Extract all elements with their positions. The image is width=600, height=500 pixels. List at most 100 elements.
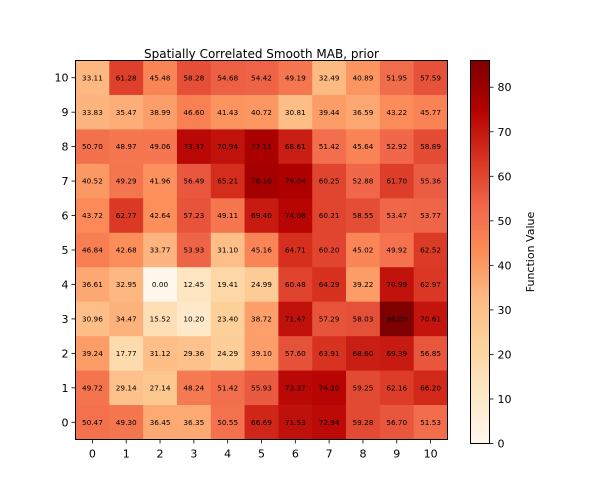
heatmap-cell — [278, 198, 313, 234]
cell-value-label: 36.59 — [353, 108, 374, 117]
heatmap-cell — [75, 267, 110, 303]
colorbar — [470, 60, 490, 444]
x-tick-label: 8 — [359, 448, 366, 461]
cell-value-label: 51.42 — [217, 383, 238, 392]
colorbar-tick-label: 20 — [498, 348, 512, 361]
heatmap-cell — [346, 370, 381, 406]
cell-value-label: 30.81 — [285, 108, 306, 117]
cell-value-label: 73.37 — [183, 142, 204, 151]
heatmap-cell — [75, 336, 110, 371]
heatmap-cell — [244, 370, 279, 406]
y-tick-label: 6 — [62, 210, 69, 223]
heatmap-cell — [109, 301, 144, 337]
heatmap-cell — [109, 163, 144, 199]
heatmap-cell — [210, 94, 245, 130]
heatmap-cell — [379, 198, 415, 234]
heatmap-cell — [413, 301, 448, 337]
cell-value-label: 49.30 — [116, 418, 137, 427]
cell-value-label: 56.85 — [420, 349, 441, 358]
cell-value-label: 23.40 — [217, 315, 238, 324]
heatmap-cell — [176, 129, 212, 165]
cell-value-label: 72.94 — [319, 418, 340, 427]
colorbar-tick-label: 80 — [498, 81, 512, 94]
heatmap-cell — [210, 60, 245, 96]
cell-value-label: 40.89 — [353, 73, 374, 82]
cell-value-label: 63.91 — [319, 349, 340, 358]
heatmap-cell — [379, 336, 415, 371]
heatmap-cell — [143, 370, 178, 406]
cell-value-label: 56.70 — [386, 418, 407, 427]
cell-value-label: 50.70 — [82, 142, 103, 151]
heatmap-cell — [143, 198, 178, 234]
heatmap-cell — [143, 267, 178, 303]
cell-value-label: 36.35 — [183, 418, 204, 427]
heatmap-cell — [109, 94, 144, 130]
cell-value-label: 50.47 — [82, 418, 103, 427]
cell-value-label: 66.20 — [420, 383, 441, 392]
heatmap-cell — [278, 301, 313, 337]
cell-value-label: 57.23 — [183, 211, 204, 220]
heatmap-cell — [244, 405, 279, 440]
colorbar-tick-label: 40 — [498, 259, 512, 272]
cell-value-label: 66.69 — [251, 418, 272, 427]
cell-value-label: 61.70 — [386, 177, 407, 186]
cell-value-label: 39.10 — [251, 349, 272, 358]
x-tick-label: 3 — [190, 448, 197, 461]
heatmap-cell — [278, 267, 313, 303]
y-tick-label: 5 — [62, 244, 69, 257]
x-tick-label: 9 — [393, 448, 400, 461]
heatmap-cell — [413, 198, 448, 234]
x-tick-label: 5 — [258, 448, 265, 461]
heatmap-cell — [379, 370, 415, 406]
cell-value-label: 45.64 — [353, 142, 374, 151]
cell-value-label: 57.59 — [420, 73, 441, 82]
cell-value-label: 45.77 — [420, 108, 441, 117]
heatmap-cell — [244, 94, 279, 130]
heatmap-cell — [210, 336, 245, 371]
x-tick-label: 0 — [89, 448, 96, 461]
heatmap-cell — [210, 405, 245, 440]
heatmap-cell — [312, 301, 347, 337]
cell-value-label: 60.48 — [285, 280, 306, 289]
cell-value-label: 48.24 — [183, 383, 204, 392]
heatmap-cell — [278, 94, 313, 130]
heatmap-cell — [75, 129, 110, 165]
cell-value-label: 30.96 — [82, 315, 103, 324]
cell-value-label: 10.20 — [183, 315, 204, 324]
heatmap-cell — [278, 405, 313, 440]
y-axis-ticks: 0 1 2 3 4 5 6 7 8 9 10 — [55, 72, 76, 429]
heatmap-cell — [210, 301, 245, 337]
heatmap-cell — [244, 267, 279, 303]
cell-value-label: 74.08 — [285, 211, 306, 220]
colorbar-ticks: 0 10 20 30 40 50 60 70 80 — [489, 81, 512, 451]
cell-value-label: 71.53 — [285, 418, 306, 427]
cell-value-label: 58.55 — [353, 211, 374, 220]
heatmap-cell — [244, 163, 279, 199]
y-tick-label: 3 — [62, 313, 69, 326]
heatmap-cell — [143, 405, 178, 440]
cell-value-label: 46.84 — [82, 246, 103, 255]
heatmap-cell — [244, 301, 279, 337]
cell-value-label: 74.20 — [319, 383, 340, 392]
x-tick-label: 10 — [424, 448, 438, 461]
cell-value-label: 46.60 — [183, 108, 204, 117]
heatmap-cell — [75, 370, 110, 406]
cell-value-label: 50.55 — [217, 418, 238, 427]
cell-value-label: 49.11 — [217, 211, 238, 220]
cell-value-label: 69.40 — [251, 211, 272, 220]
cell-value-label: 77.11 — [251, 142, 272, 151]
cell-value-label: 45.48 — [150, 73, 171, 82]
cell-value-label: 49.06 — [150, 142, 171, 151]
x-tick-label: 4 — [224, 448, 231, 461]
heatmap-cell — [75, 232, 110, 268]
heatmap-cell — [109, 60, 144, 96]
heatmap-cell — [109, 232, 144, 268]
cell-value-label: 27.14 — [150, 383, 171, 392]
heatmap-cell — [312, 232, 347, 268]
cell-value-label: 40.72 — [251, 108, 272, 117]
cell-value-label: 31.12 — [150, 349, 171, 358]
heatmap-cell — [379, 267, 415, 303]
cell-value-label: 52.92 — [386, 142, 407, 151]
cell-value-label: 62.97 — [420, 280, 441, 289]
cell-value-label: 71.47 — [285, 315, 306, 324]
